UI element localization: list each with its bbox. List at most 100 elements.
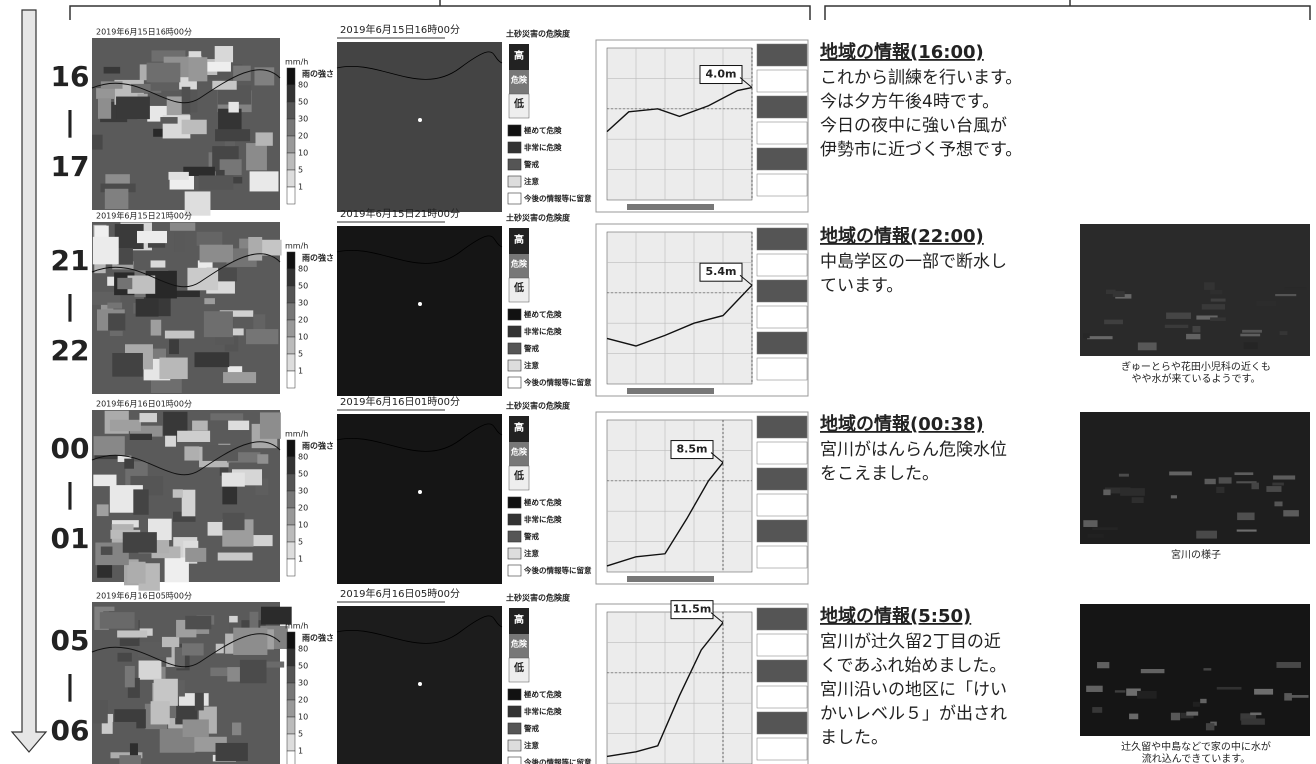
photo-texture (1272, 482, 1284, 486)
rain-scale (286, 716, 296, 735)
info-line: かいレベル５」が出され (820, 704, 1007, 724)
radar-cell (210, 667, 229, 677)
photo-texture (1273, 475, 1296, 480)
water-curve (606, 622, 724, 758)
radar-cell (129, 743, 138, 763)
photo-texture (1103, 489, 1111, 496)
radar-cell (187, 267, 219, 291)
photo-caption: ぎゅーとらや花田小児科の近くも (1121, 360, 1271, 373)
radar-cell (112, 261, 134, 270)
radar-cell (172, 489, 183, 498)
time-label: 22 (51, 334, 90, 367)
radar-cell (107, 302, 123, 309)
rain-scale (286, 268, 296, 287)
photo-texture (1266, 486, 1282, 492)
rain-scale (286, 370, 296, 389)
rain-label: 雨の強さ (302, 441, 334, 451)
risk-swatch (507, 530, 522, 543)
rain-level: 80 (298, 453, 308, 462)
radar-cell (112, 721, 137, 736)
rain-level: 80 (298, 265, 308, 274)
risk-item: 極めて危険 (524, 309, 562, 319)
info-line: をこえました。 (820, 464, 939, 484)
radar-cell (92, 291, 121, 305)
radar-cell (249, 171, 279, 192)
photo-texture (1092, 707, 1103, 713)
risk-swatch (507, 308, 522, 321)
radar-cell (107, 276, 118, 286)
time-label: 01 (51, 522, 90, 555)
risk-item: 警戒 (524, 343, 539, 353)
radar-cell (183, 166, 215, 176)
risk-scale-label: 危険 (510, 639, 528, 649)
risk-scale-label: 危険 (510, 259, 528, 269)
radar-cell (93, 474, 117, 487)
water-key (756, 121, 808, 145)
radar-cell (127, 275, 156, 294)
radar-cell (92, 236, 119, 265)
radar-cell (159, 357, 188, 380)
radar-cell (233, 627, 268, 655)
radar-cell (131, 83, 162, 93)
risk-scale-label: 危険 (510, 75, 528, 85)
date-band (627, 576, 714, 582)
rain-unit: mm/h (285, 622, 308, 631)
photo-texture (1236, 481, 1257, 484)
rain-scale (286, 439, 296, 458)
rain-scale (286, 733, 296, 752)
water-key (756, 43, 808, 67)
photo-texture (1108, 335, 1128, 338)
info-line: ました。 (820, 728, 888, 748)
radar-cell (150, 319, 162, 336)
time-label: | (65, 289, 75, 322)
photo-texture (1250, 712, 1262, 716)
risk-item: 注意 (524, 548, 539, 558)
risk-scale-low (508, 93, 530, 119)
risk-scale-mid (509, 634, 529, 658)
rain-scale (286, 558, 296, 577)
risk-scale-label: 高 (514, 49, 524, 62)
photo-texture (1170, 712, 1181, 721)
info-title: 地域の情報(00:38) (820, 413, 984, 435)
risk-item: 極めて危険 (524, 689, 562, 699)
photo-texture (1129, 713, 1139, 720)
radar-cell (198, 175, 234, 190)
risk-scale-low (508, 465, 530, 491)
radar-cell (219, 159, 242, 176)
photo-texture (1283, 510, 1299, 517)
coastline (91, 633, 281, 668)
photo-texture (1274, 501, 1283, 507)
radar-cell (239, 659, 267, 684)
radar-cell (202, 444, 239, 461)
risk-title: 土砂災害の危険度 (506, 213, 571, 223)
photo-texture (1140, 668, 1165, 674)
radar-cell (93, 436, 125, 456)
radar-cell (122, 532, 157, 553)
water-key (756, 331, 808, 355)
rain-scale (286, 336, 296, 355)
location-dot (418, 490, 422, 494)
risk-scale-top (509, 608, 529, 634)
photo-texture (1218, 477, 1232, 484)
water-key (756, 493, 808, 517)
radar-cell (97, 98, 112, 119)
radar-cell (117, 247, 133, 265)
radar-cell (228, 101, 239, 113)
risk-title: 土砂災害の危険度 (506, 401, 571, 411)
risk-scale-top (509, 228, 529, 254)
radar-cell (181, 643, 204, 656)
rain-level: 1 (298, 367, 303, 376)
water-key (756, 633, 808, 657)
risk-swatch (507, 325, 522, 338)
radar-cell (188, 57, 208, 82)
risk-swatch (507, 175, 522, 188)
location-dot (418, 118, 422, 122)
radar-cell (212, 80, 237, 90)
risk-item: 今後の情報等に留意 (523, 757, 592, 764)
photo-texture (1276, 662, 1301, 668)
rain-level: 50 (298, 470, 308, 479)
risk-item: 警戒 (524, 159, 539, 169)
callout-pointer (739, 274, 753, 286)
rain-scale (286, 285, 296, 304)
